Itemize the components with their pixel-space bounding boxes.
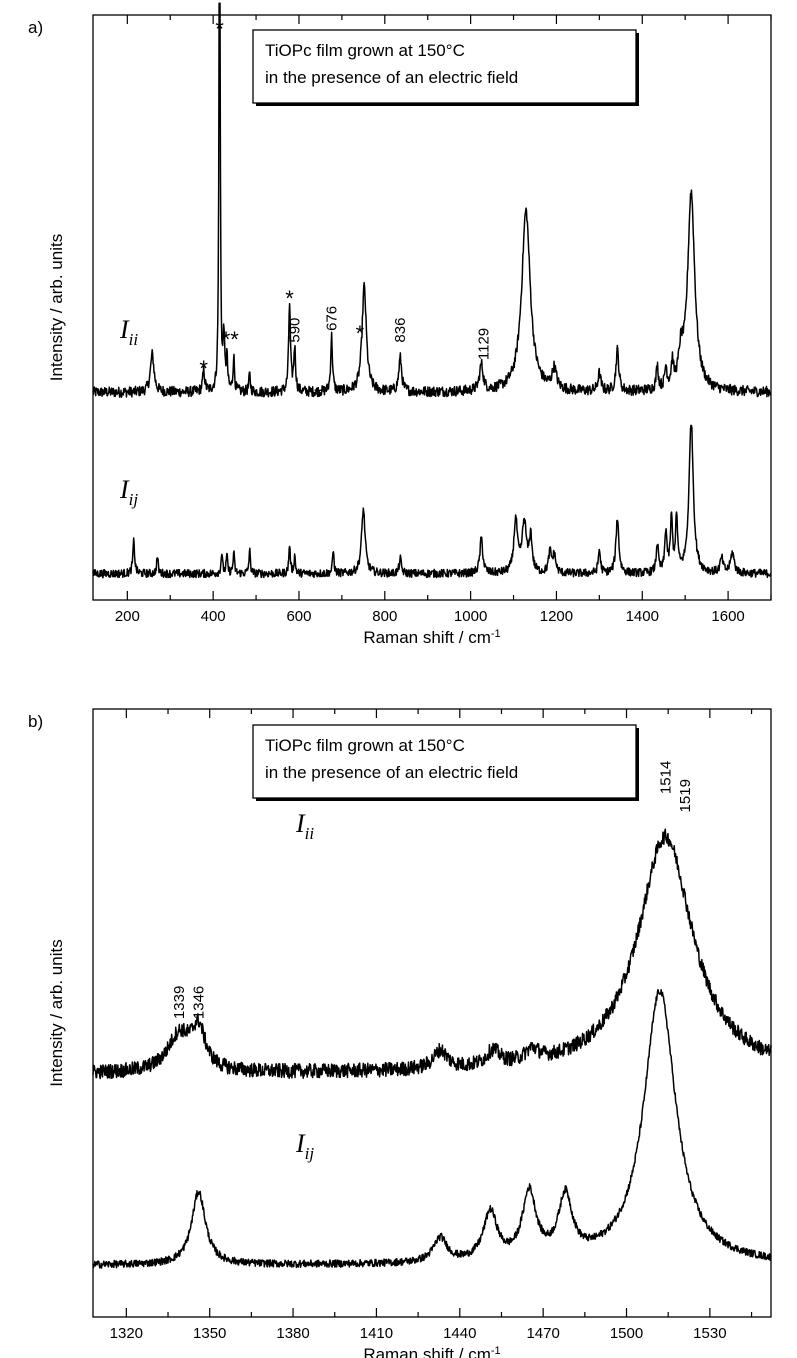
x-tick-label: 1380: [276, 1325, 309, 1342]
y-axis-label: Intensity / arb. units: [47, 939, 66, 1086]
series-label-subscript: ij: [305, 1144, 315, 1163]
x-tick-label: 1000: [454, 608, 487, 625]
peak-asterisk: *: [356, 321, 365, 346]
x-axis-label: Raman shift / cm-1: [363, 1345, 500, 1358]
series-line-ii: [92, 828, 772, 1080]
panel-label: b): [28, 712, 43, 731]
peak-asterisk: **: [222, 327, 240, 352]
panel-label: a): [28, 18, 43, 37]
x-axis-label: Raman shift / cm-1: [363, 628, 500, 647]
series-label-subscript: ii: [129, 330, 139, 349]
peak-label: 1129: [476, 328, 493, 360]
x-tick-label: 800: [372, 608, 397, 625]
peak-label: 1346: [191, 986, 208, 1019]
x-tick-label: 1470: [526, 1325, 559, 1342]
legend-line: in the presence of an electric field: [265, 763, 518, 782]
legend-line: TiOPc film grown at 150°C: [265, 736, 465, 755]
plot-frame: [92, 708, 772, 1318]
y-axis-label: Intensity / arb. units: [47, 234, 66, 381]
series-label-ii: Iii: [295, 809, 314, 843]
legend-line: in the presence of an electric field: [265, 68, 518, 87]
legend-line: TiOPc film grown at 150°C: [265, 41, 465, 60]
peak-label: 1519: [677, 779, 694, 812]
x-tick-label: 1350: [193, 1325, 226, 1342]
peak-label: 590: [287, 318, 304, 343]
x-tick-label: 1410: [360, 1325, 393, 1342]
chart-panel-b: b) 1320 1350 1380 1410 1440 1470 1500 1530 Raman …: [28, 708, 772, 1358]
peak-asterisk: *: [215, 17, 224, 42]
x-tick-label: 1400: [626, 608, 659, 625]
x-tick-label: 1530: [693, 1325, 726, 1342]
x-tick-label: 1440: [443, 1325, 476, 1342]
peak-label: 1339: [171, 986, 188, 1019]
peak-label: 836: [392, 318, 409, 343]
x-axis-label-superscript: -1: [491, 1345, 501, 1357]
x-tick-label: 600: [286, 608, 311, 625]
x-tick-label: 1500: [610, 1325, 643, 1342]
peak-asterisk: *: [314, 382, 323, 407]
legend-box: [252, 724, 637, 799]
x-tick-label: 200: [115, 608, 140, 625]
chart-panel-a: a) 200 400 600 800 1000 1200 1400 1600 Raman shif…: [28, 2, 772, 647]
x-tick-label: 1600: [711, 608, 744, 625]
peak-asterisk: *: [285, 286, 294, 311]
series-line-ij: [92, 988, 772, 1269]
series-line-ij: [92, 424, 772, 579]
series-line-ii: [92, 2, 772, 398]
peak-label: 1514: [657, 761, 674, 794]
x-axis-label-superscript: -1: [491, 628, 501, 640]
peak-label: 676: [324, 306, 341, 331]
series-label-ii: Iii: [119, 315, 138, 349]
peak-asterisk: *: [199, 356, 208, 381]
x-tick-label: 1320: [110, 1325, 143, 1342]
series-label-subscript: ii: [305, 824, 315, 843]
plot-frame: [92, 14, 772, 601]
x-tick-label: 1200: [540, 608, 573, 625]
x-tick-label: 400: [201, 608, 226, 625]
legend-box: [252, 29, 637, 104]
series-label-subscript: ij: [129, 490, 139, 509]
series-label-ij: Iij: [295, 1129, 314, 1163]
series-label-ij: Iij: [119, 475, 138, 509]
